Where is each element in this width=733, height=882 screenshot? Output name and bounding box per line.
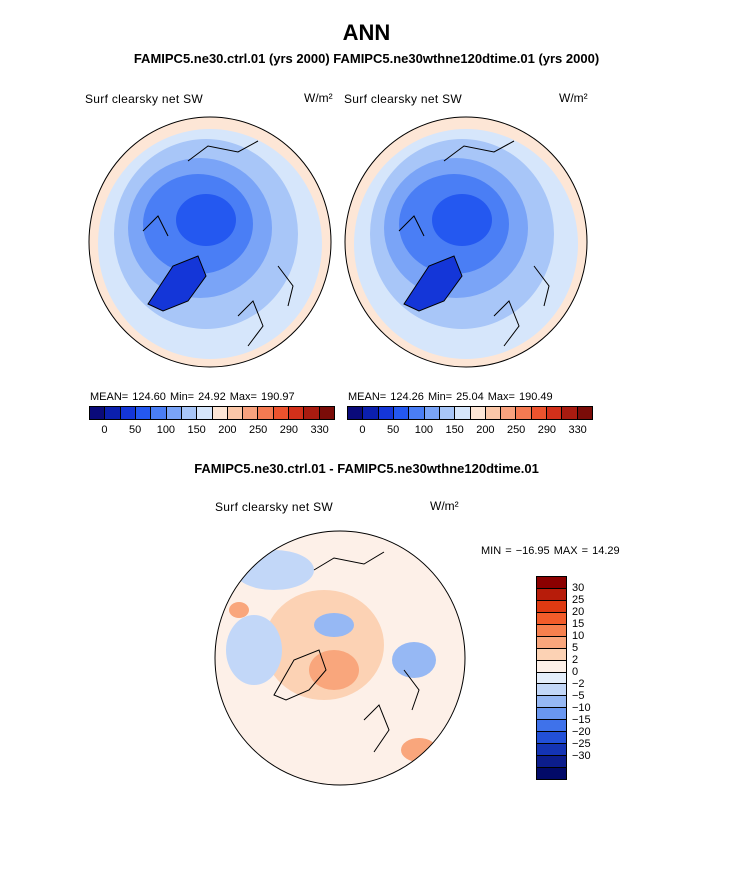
colorbar-tick-label: 250 — [506, 424, 526, 436]
right-map-stats: MEAN= 124.26 Min= 25.04 Max= 190.49 — [348, 391, 553, 403]
right-colorbar — [347, 406, 593, 420]
colorbar-swatch — [537, 756, 566, 768]
colorbar-tick-label: 330 — [310, 424, 329, 436]
colorbar-swatch — [577, 407, 592, 419]
colorbar-tick-label: 0 — [359, 424, 366, 436]
difference-colorbar — [536, 576, 567, 780]
colorbar-swatch — [227, 407, 244, 419]
right-map-variable-label: Surf clearsky net SW — [344, 92, 463, 106]
colorbar-tick-label: 100 — [156, 424, 176, 436]
colorbar-tick-label: 150 — [187, 424, 206, 436]
colorbar-swatch — [181, 407, 198, 419]
colorbar-swatch — [516, 407, 532, 419]
colorbar-tick-label: 30 — [572, 582, 585, 594]
colorbar-tick-label: 200 — [476, 424, 495, 436]
colorbar-tick-label: 200 — [218, 424, 237, 436]
colorbar-swatch — [470, 407, 486, 419]
colorbar-swatch — [501, 407, 517, 419]
colorbar-tick-label: −5 — [572, 690, 585, 702]
colorbar-swatch — [319, 407, 334, 419]
diff-map-units: W/m² — [430, 499, 459, 513]
colorbar-swatch — [455, 407, 471, 419]
right-map-units: W/m² — [559, 91, 588, 105]
colorbar-tick-label: 250 — [248, 424, 268, 436]
colorbar-tick-label: 290 — [279, 424, 299, 436]
colorbar-swatch — [562, 407, 578, 419]
colorbar-tick-label: 15 — [572, 618, 585, 630]
difference-subtitle: FAMIPC5.ne30.ctrl.01 - FAMIPC5.ne30wthne… — [194, 461, 539, 476]
colorbar-swatch — [537, 577, 566, 589]
colorbar-swatch — [547, 407, 563, 419]
left-colorbar — [89, 406, 335, 420]
colorbar-swatch — [243, 407, 259, 419]
diff-map-stats: MIN = −16.95 MAX = 14.29 — [481, 545, 620, 557]
colorbar-swatch — [485, 407, 502, 419]
colorbar-swatch — [151, 407, 167, 419]
left-map-units: W/m² — [304, 91, 333, 105]
difference-polar-map — [214, 530, 466, 786]
colorbar-swatch — [537, 672, 566, 685]
colorbar-swatch — [409, 407, 425, 419]
colorbar-swatch — [120, 407, 136, 419]
colorbar-swatch — [537, 648, 566, 661]
colorbar-swatch — [212, 407, 228, 419]
colorbar-swatch — [537, 612, 566, 625]
colorbar-swatch — [393, 407, 410, 419]
colorbar-swatch — [258, 407, 274, 419]
colorbar-tick-label: 25 — [572, 594, 585, 606]
colorbar-tick-label: 50 — [129, 424, 142, 436]
colorbar-swatch — [531, 407, 548, 419]
colorbar-tick-label: −30 — [572, 750, 591, 762]
colorbar-swatch — [363, 407, 379, 419]
colorbar-swatch — [273, 407, 290, 419]
colorbar-tick-label: 100 — [414, 424, 434, 436]
diff-map-variable-label: Surf clearsky net SW — [215, 500, 334, 514]
colorbar-swatch — [166, 407, 182, 419]
colorbar-swatch — [537, 732, 566, 745]
colorbar-swatch — [537, 588, 566, 601]
right-polar-map — [344, 116, 588, 368]
colorbar-tick-label: −10 — [572, 702, 591, 714]
colorbar-tick-label: 0 — [101, 424, 108, 436]
colorbar-swatch — [537, 720, 566, 733]
colorbar-swatch — [378, 407, 394, 419]
colorbar-swatch — [348, 407, 364, 419]
colorbar-swatch — [90, 407, 106, 419]
colorbar-tick-label: −15 — [572, 714, 591, 726]
left-map-stats: MEAN= 124.60 Min= 24.92 Max= 190.97 — [90, 391, 295, 403]
colorbar-tick-label: 2 — [572, 654, 579, 666]
colorbar-swatch — [537, 708, 566, 721]
colorbar-swatch — [197, 407, 213, 419]
colorbar-tick-label: −25 — [572, 738, 591, 750]
colorbar-swatch — [105, 407, 121, 419]
colorbar-tick-label: 20 — [572, 606, 585, 618]
page-title: ANN — [342, 20, 391, 45]
colorbar-tick-label: 50 — [387, 424, 400, 436]
colorbar-tick-label: −2 — [572, 678, 585, 690]
comparison-subtitle: FAMIPC5.ne30.ctrl.01 (yrs 2000) FAMIPC5.… — [133, 51, 600, 66]
colorbar-tick-label: 330 — [568, 424, 587, 436]
colorbar-swatch — [135, 407, 152, 419]
colorbar-swatch — [537, 696, 566, 709]
colorbar-swatch — [537, 684, 566, 697]
colorbar-tick-label: 5 — [572, 642, 579, 654]
colorbar-tick-label: 290 — [537, 424, 557, 436]
colorbar-swatch — [537, 636, 566, 649]
colorbar-swatch — [537, 600, 566, 613]
colorbar-swatch — [304, 407, 320, 419]
colorbar-swatch — [424, 407, 440, 419]
colorbar-swatch — [537, 744, 566, 757]
colorbar-tick-label: 150 — [445, 424, 464, 436]
colorbar-tick-label: 0 — [572, 666, 579, 678]
colorbar-tick-label: 10 — [572, 630, 585, 642]
colorbar-swatch — [537, 768, 566, 779]
colorbar-swatch — [289, 407, 305, 419]
colorbar-swatch — [537, 624, 566, 637]
left-map-variable-label: Surf clearsky net SW — [85, 92, 204, 106]
colorbar-swatch — [537, 660, 566, 673]
colorbar-tick-label: −20 — [572, 726, 591, 738]
left-polar-map — [88, 116, 332, 368]
colorbar-swatch — [439, 407, 456, 419]
